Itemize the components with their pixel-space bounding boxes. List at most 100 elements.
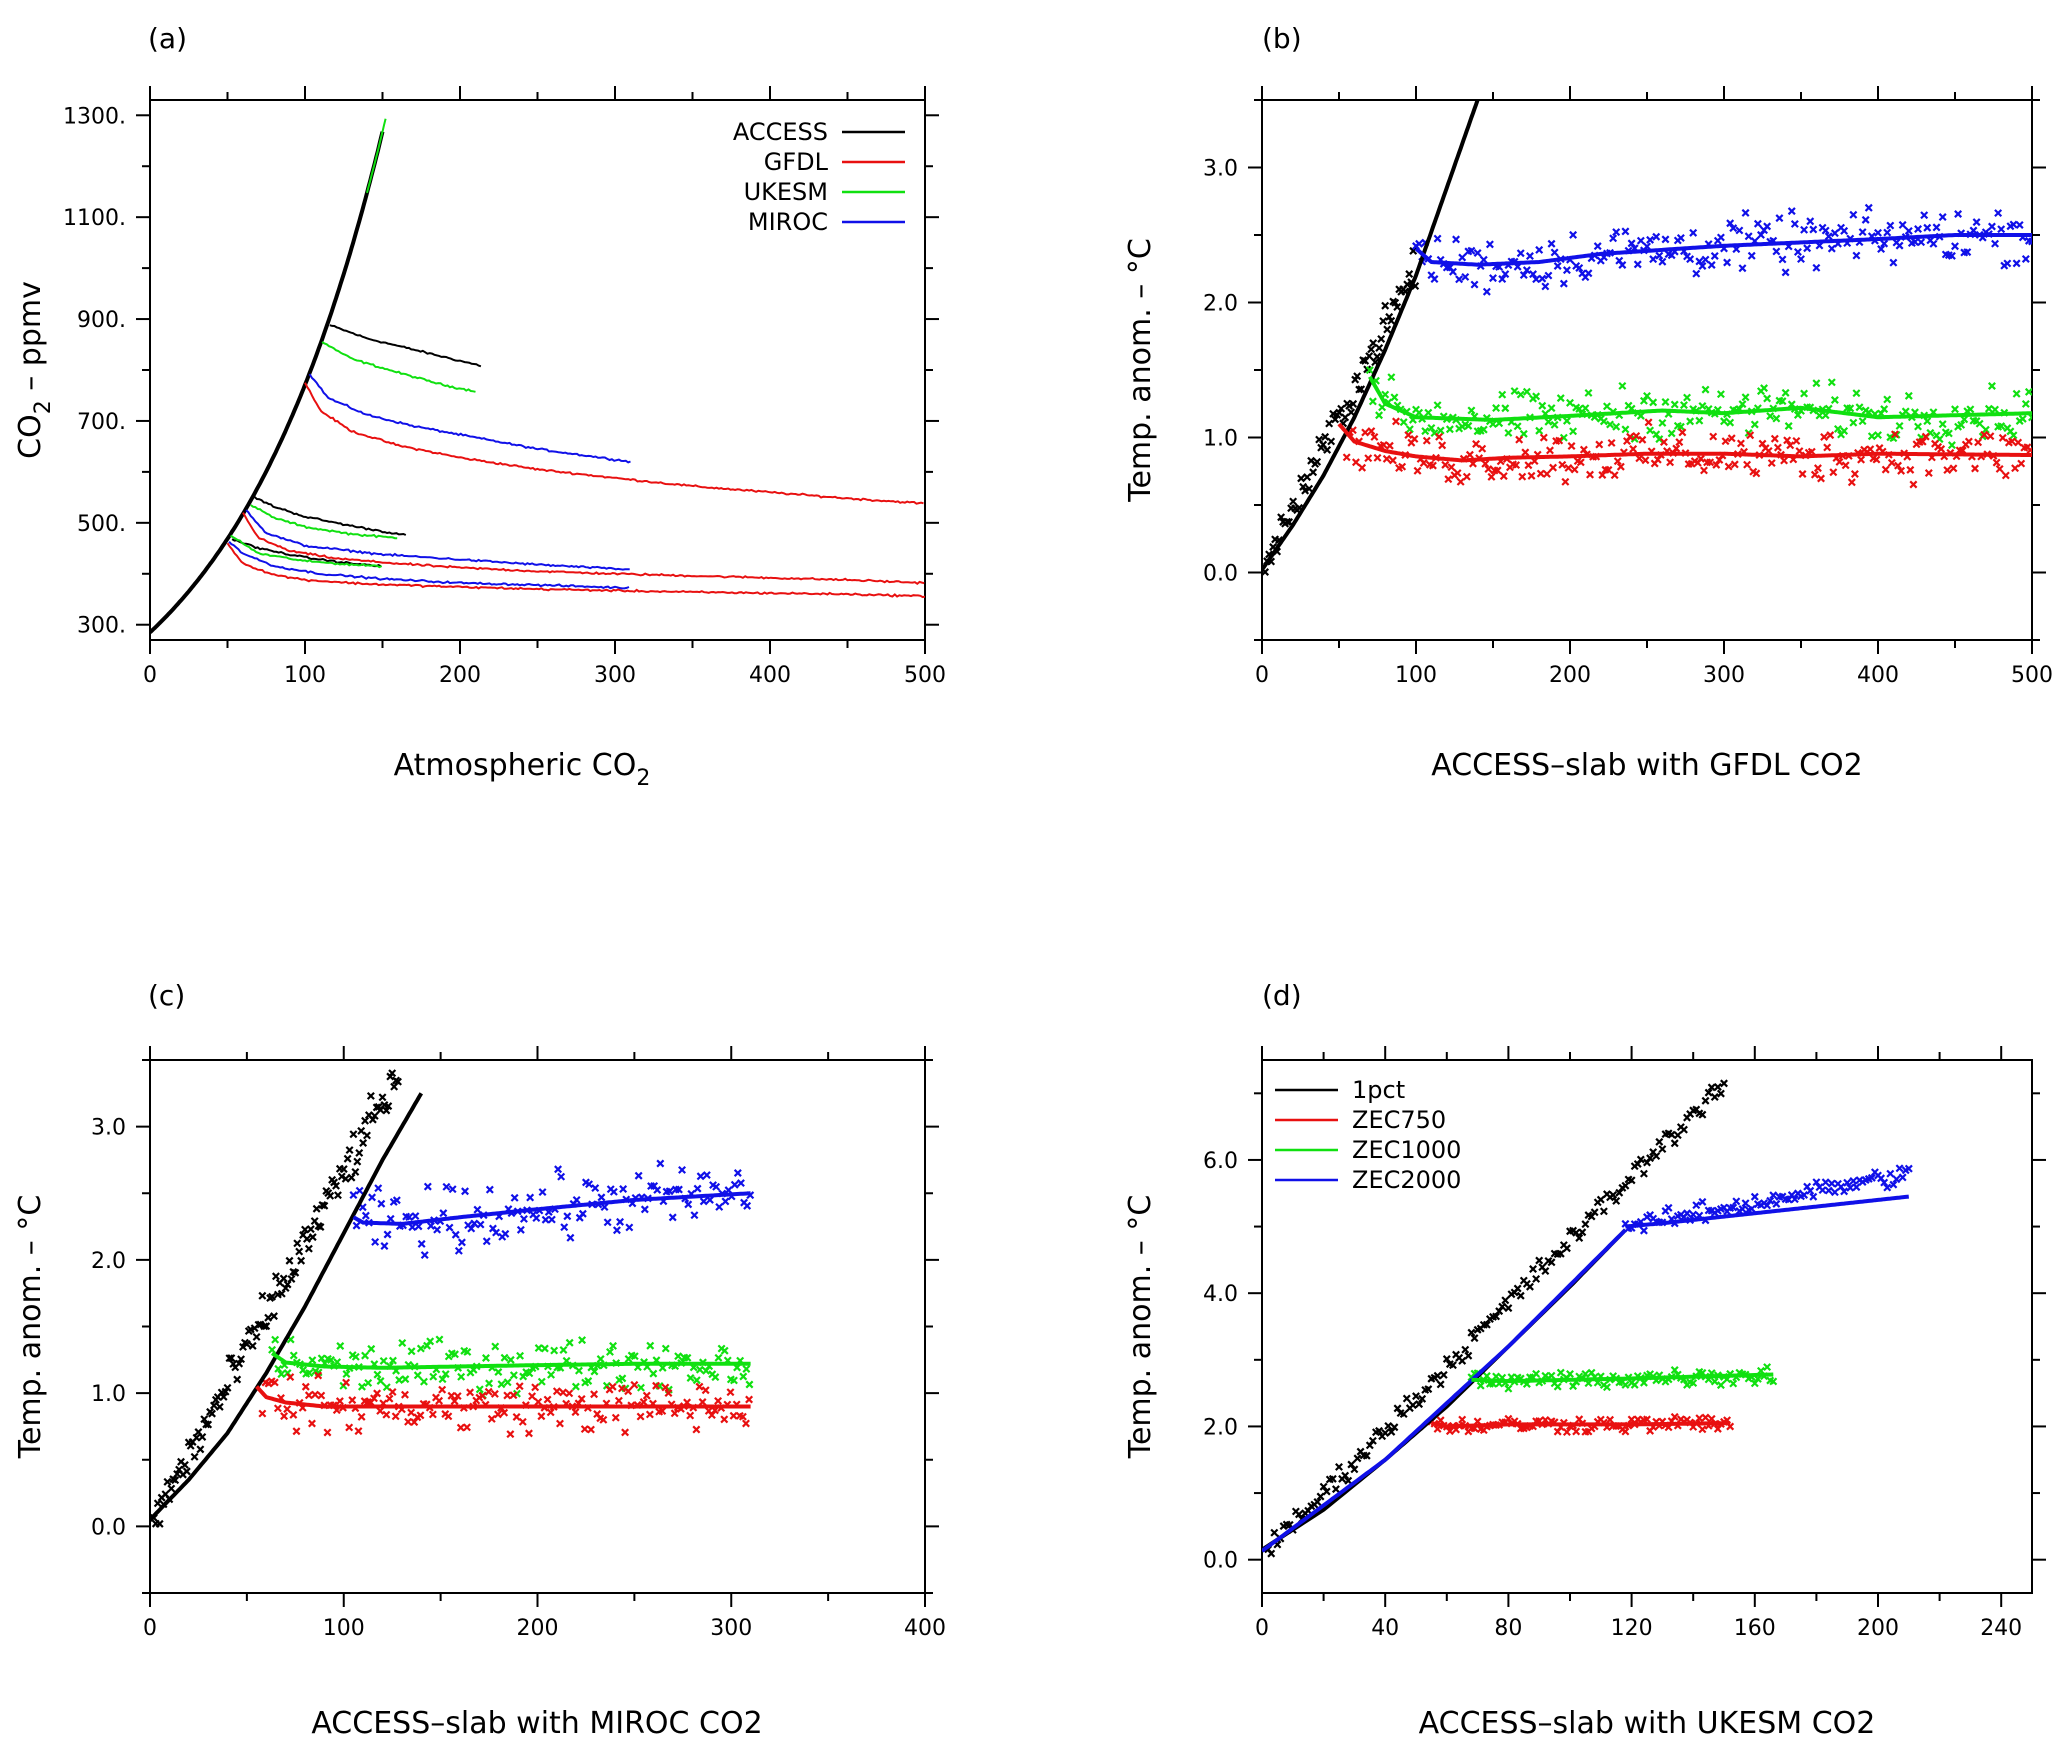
- scatter-point: [674, 1352, 683, 1361]
- scatter-point: [1462, 472, 1471, 481]
- scatter-point: [1559, 433, 1568, 442]
- scatter-point: [1914, 225, 1923, 234]
- scatter-point: [1769, 1191, 1778, 1200]
- x-axis-label: Atmospheric CO2: [394, 748, 651, 791]
- y-tick-label: 3.0: [1203, 157, 1238, 182]
- scatter-point: [559, 1388, 568, 1397]
- scatter-point: [1578, 1228, 1587, 1237]
- scatter-point: [1951, 405, 1959, 414]
- series-line: [352, 1191, 751, 1226]
- scatter-point: [429, 1372, 438, 1381]
- scatter-point: [475, 1385, 484, 1394]
- scatter-point: [1886, 221, 1895, 230]
- scatter-point: [1652, 430, 1661, 439]
- scatter-point: [1790, 1195, 1799, 1204]
- scatter-point: [1365, 352, 1374, 361]
- series-line: [245, 509, 630, 571]
- scatter-point: [1519, 271, 1528, 280]
- scatter-point: [311, 1390, 320, 1399]
- scatter-point: [1345, 401, 1354, 410]
- scatter-point: [1385, 312, 1394, 321]
- scatter-point: [252, 1332, 261, 1341]
- scatter-point: [1452, 235, 1461, 244]
- scatter-point: [235, 1359, 244, 1368]
- scatter-point: [1512, 461, 1521, 470]
- scatter-point: [1951, 242, 1959, 251]
- scatter-point: [433, 1225, 442, 1234]
- scatter-point: [1821, 411, 1830, 420]
- scatter-point: [1297, 474, 1306, 483]
- scatter-point: [541, 1215, 550, 1224]
- scatter-point: [1445, 425, 1454, 434]
- scatter-point: [416, 1411, 425, 1420]
- scatter-point: [1867, 432, 1876, 441]
- scatter-point: [698, 1398, 707, 1406]
- x-tick-label: 100: [1395, 663, 1437, 688]
- scatter-point: [1402, 1394, 1411, 1403]
- scatter-point: [1575, 1233, 1584, 1242]
- scatter-point: [171, 1476, 180, 1485]
- scatter-point: [481, 1354, 490, 1362]
- scatter-point: [1342, 453, 1351, 462]
- scatter-point: [1584, 269, 1593, 278]
- scatter-point: [552, 1387, 561, 1396]
- scatter-point: [1325, 419, 1334, 428]
- scatter-point: [1612, 422, 1621, 431]
- scatter-point: [1892, 1175, 1901, 1184]
- scatter-point: [454, 1246, 463, 1255]
- series-line: [1368, 375, 2032, 422]
- series-line: [1262, 1228, 1627, 1553]
- scatter-point: [1529, 270, 1538, 279]
- scatter-point: [1267, 1549, 1276, 1558]
- scatter-point: [1489, 420, 1497, 429]
- scatter-point: [370, 1111, 379, 1120]
- scatter-point: [642, 1391, 651, 1400]
- scatter-point: [388, 1356, 397, 1365]
- series-line: [270, 1351, 751, 1370]
- scatter-point: [1547, 239, 1556, 248]
- scatter-point: [242, 1340, 251, 1349]
- scatter-point: [308, 1356, 317, 1365]
- scatter-point: [714, 1353, 723, 1362]
- scatter-point: [1849, 210, 1858, 219]
- scatter-point: [1559, 279, 1568, 288]
- scatter-point: [380, 1242, 389, 1250]
- scatter-point: [258, 1291, 267, 1300]
- scatter-point: [571, 1382, 580, 1391]
- series-line: [1625, 1194, 1909, 1229]
- series-line: [304, 382, 924, 505]
- series-line: [366, 118, 387, 194]
- scatter-point: [1522, 266, 1531, 275]
- scatter-point: [1641, 456, 1650, 465]
- scatter-point: [1783, 436, 1792, 445]
- scatter-point: [1760, 384, 1769, 393]
- scatter-point: [366, 1091, 375, 1100]
- scatter-point: [1727, 434, 1736, 443]
- scatter-point: [664, 1389, 673, 1398]
- scatter-point: [1532, 392, 1541, 401]
- scatter-point: [1752, 469, 1761, 478]
- scatter-point: [1576, 458, 1585, 467]
- x-axis-label: ACCESS–slab with MIROC CO2: [311, 1706, 762, 1741]
- scatter-point: [1621, 425, 1630, 434]
- scatter-point: [1595, 440, 1604, 449]
- scatter-point: [1707, 261, 1716, 269]
- legend-label: ACCESS: [733, 118, 828, 146]
- scatter-point: [1393, 1404, 1402, 1413]
- scatter-point: [1889, 258, 1898, 267]
- scatter-point: [1679, 1125, 1688, 1134]
- scatter-point: [1652, 1152, 1661, 1161]
- scatter-point: [289, 1410, 298, 1419]
- scatter-point: [599, 1415, 608, 1424]
- scatter-point: [1987, 382, 1996, 390]
- scatter-point: [618, 1374, 627, 1383]
- scatter-point: [408, 1223, 417, 1232]
- scatter-point: [692, 1376, 701, 1385]
- scatter-point: [153, 1499, 162, 1508]
- scatter-point: [1716, 1381, 1725, 1390]
- scatter-point: [572, 1195, 581, 1204]
- scatter-point: [1991, 405, 2000, 414]
- scatter-point: [1606, 420, 1615, 429]
- scatter-point: [485, 1185, 494, 1194]
- x-tick-label: 300: [710, 1616, 752, 1641]
